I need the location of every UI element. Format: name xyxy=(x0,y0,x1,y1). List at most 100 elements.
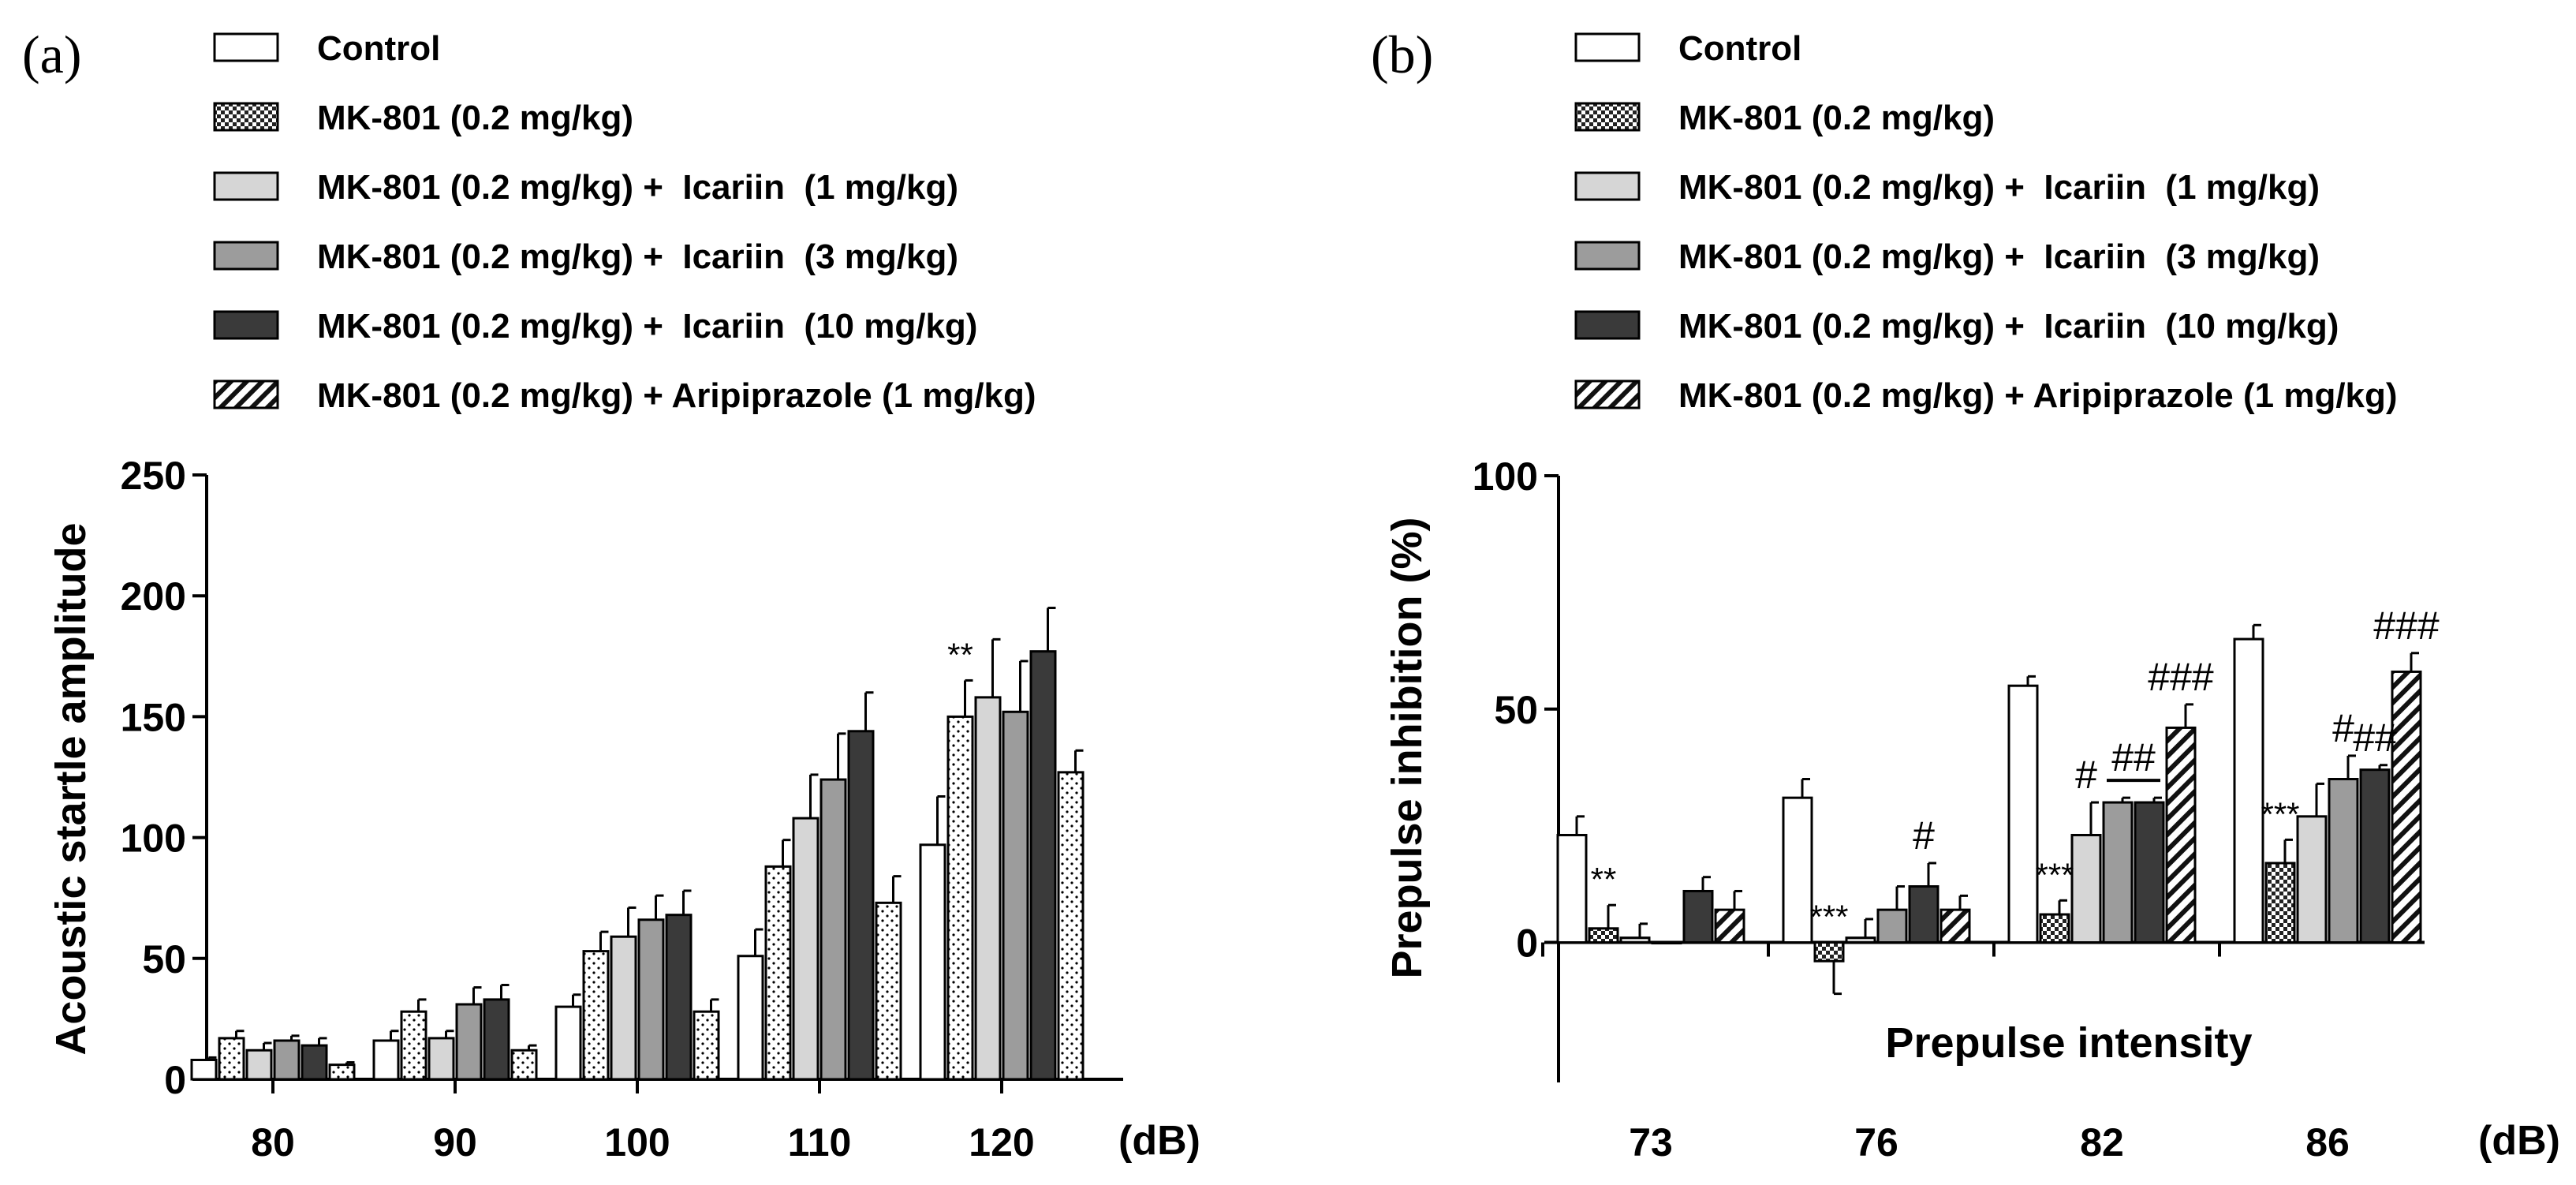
a-annotation: ** xyxy=(947,636,973,673)
b-bar xyxy=(1556,833,1588,944)
a-bar xyxy=(1029,650,1057,1081)
y-axis-label-a: Acoustic startle amplitude xyxy=(47,522,95,1055)
b-annotation: ## xyxy=(2111,735,2156,779)
a-x-tick-label: 110 xyxy=(788,1120,852,1164)
b-bar xyxy=(1619,936,1651,944)
b-bar xyxy=(2264,862,2296,944)
b-bar xyxy=(2328,778,2359,944)
a-legend-label-ari: MK-801 (0.2 mg/kg) + Aripiprazole (1 mg/… xyxy=(317,376,1036,415)
panel-label-b: (b) xyxy=(1371,24,1433,84)
b-x-tick-label: 86 xyxy=(2305,1120,2350,1164)
b-bar xyxy=(1813,941,1845,963)
a-bar xyxy=(919,843,946,1081)
b-annotation: # xyxy=(2075,753,2097,797)
a-y-tick-label: 250 xyxy=(121,454,186,498)
b-annotation: ### xyxy=(2373,604,2440,648)
b-legend-label-ic10: MK-801 (0.2 mg/kg) + Icariin (10 mg/kg) xyxy=(1678,307,2339,346)
a-legend-label-control: Control xyxy=(317,29,440,68)
a-bar xyxy=(946,715,974,1081)
a-x-tick-label: 120 xyxy=(969,1120,1034,1164)
a-bar xyxy=(372,1039,400,1081)
a-bar xyxy=(847,730,875,1081)
a-bar xyxy=(510,1049,538,1081)
a-bar xyxy=(218,1037,245,1081)
a-legend-label-ic3: MK-801 (0.2 mg/kg) + Icariin (3 mg/kg) xyxy=(317,237,958,276)
b-bar xyxy=(2391,670,2422,944)
a-bar xyxy=(875,901,902,1081)
a-bar xyxy=(792,817,819,1081)
b-bar xyxy=(1782,796,1813,944)
a-y-tick-label: 100 xyxy=(121,817,186,861)
b-bar xyxy=(2007,684,2039,944)
b-y-tick-label: 0 xyxy=(1516,921,1538,966)
a-bar xyxy=(974,696,1002,1081)
b-bar xyxy=(1588,927,1619,944)
b-annotation: ** xyxy=(1591,861,1617,898)
a-bar xyxy=(637,918,665,1081)
panel-label-a: (a) xyxy=(22,24,81,84)
chart-panel-b: Prepulse inhibition (%) Prepulse intensi… xyxy=(1383,454,2560,1164)
b-x-tick-label: 73 xyxy=(1629,1120,1673,1164)
b-x-tick-label: 76 xyxy=(1854,1120,1898,1164)
a-bar xyxy=(245,1049,273,1081)
a-legend-swatch-ic10 xyxy=(213,310,279,340)
b-legend-swatch-ic1 xyxy=(1574,171,1641,201)
b-bar xyxy=(1876,908,1908,944)
b-legend-swatch-mk xyxy=(1574,102,1641,132)
b-legend-label-ic3: MK-801 (0.2 mg/kg) + Icariin (3 mg/kg) xyxy=(1678,237,2320,276)
a-bar xyxy=(610,935,637,1081)
a-legend-label-mk: MK-801 (0.2 mg/kg) xyxy=(317,99,633,137)
a-bar xyxy=(819,778,847,1081)
b-bar xyxy=(1908,885,1939,944)
y-axis-label-b: Prepulse inhibition (%) xyxy=(1383,517,1431,978)
chart-panel-a: Acoustic startle amplitude (dB) 0 50 100 15… xyxy=(47,454,1200,1164)
a-bar xyxy=(737,955,764,1081)
b-bar xyxy=(2165,726,2197,944)
b-annotation: # xyxy=(1913,813,1935,858)
b-annotation: *** xyxy=(2261,795,2299,832)
a-y-tick-label: 150 xyxy=(121,695,186,739)
a-bar xyxy=(1057,771,1085,1081)
a-bar xyxy=(483,998,510,1081)
a-bar xyxy=(1002,710,1029,1081)
b-annotation: ## xyxy=(2353,716,2397,760)
a-x-tick-label: 100 xyxy=(604,1120,670,1164)
a-bar xyxy=(693,1010,720,1081)
x-axis-label-b: Prepulse intensity xyxy=(1885,1019,2252,1067)
a-bar xyxy=(554,1005,582,1081)
a-legend-label-ic10: MK-801 (0.2 mg/kg) + Icariin (10 mg/kg) xyxy=(317,307,977,346)
a-legend-swatch-ari xyxy=(213,379,279,409)
a-x-tick-label: 90 xyxy=(433,1120,477,1164)
a-y-tick-label: 50 xyxy=(142,937,186,981)
b-bar xyxy=(2359,768,2391,944)
a-bar xyxy=(400,1010,427,1081)
a-bar xyxy=(273,1039,301,1081)
b-legend-swatch-ari xyxy=(1574,379,1641,409)
b-annotation: # xyxy=(2332,706,2354,750)
a-bar xyxy=(427,1037,455,1081)
legend-a: Control MK-801 (0.2 mg/kg) MK-801 (0.2 mg/… xyxy=(213,29,1036,415)
b-bar xyxy=(1682,889,1714,944)
b-bar xyxy=(2039,913,2070,944)
b-bar xyxy=(2233,637,2264,944)
a-legend-swatch-control xyxy=(213,32,279,62)
b-x-tick-label: 82 xyxy=(2080,1120,2124,1164)
b-annotation: *** xyxy=(2035,856,2074,893)
legend-b: Control MK-801 (0.2 mg/kg) MK-801 (0.2 mg/… xyxy=(1574,29,2398,415)
a-bar xyxy=(301,1044,328,1081)
x-unit-a: (dB) xyxy=(1118,1118,1200,1164)
b-bar xyxy=(1845,936,1876,944)
a-bar xyxy=(764,865,792,1081)
b-annotation: ### xyxy=(2148,655,2214,699)
b-y-tick-label: 50 xyxy=(1494,688,1538,732)
b-legend-label-ari: MK-801 (0.2 mg/kg) + Aripiprazole (1 mg/… xyxy=(1678,376,2398,415)
a-x-tick-label: 80 xyxy=(251,1120,295,1164)
b-legend-swatch-ic10 xyxy=(1574,310,1641,340)
a-legend-label-ic1: MK-801 (0.2 mg/kg) + Icariin (1 mg/kg) xyxy=(317,168,958,207)
a-bar xyxy=(665,914,693,1081)
a-bar xyxy=(190,1058,218,1081)
b-bar xyxy=(2296,815,2328,944)
b-bar xyxy=(1714,908,1745,944)
